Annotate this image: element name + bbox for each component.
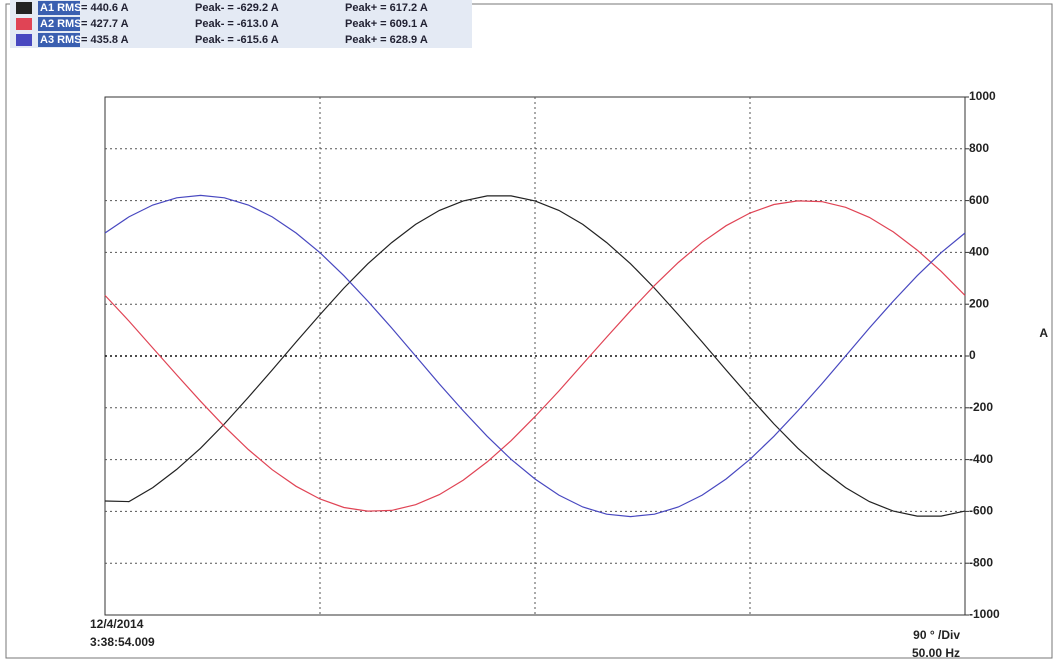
legend-name: A3 RMS xyxy=(40,34,82,46)
legend-rms: = 435.8 A xyxy=(81,34,129,46)
y-tick-label: 1000 xyxy=(969,89,996,103)
legend-swatch xyxy=(16,2,32,14)
series-line xyxy=(104,195,966,517)
y-tick-label: 200 xyxy=(969,296,989,310)
legend-rms: = 440.6 A xyxy=(81,2,129,14)
legend-swatch xyxy=(16,34,32,46)
legend-peak-min: Peak- = -615.6 A xyxy=(195,34,279,46)
legend-rms: = 427.7 A xyxy=(81,18,129,30)
legend-peak-min: Peak- = -629.2 A xyxy=(195,2,279,14)
legend-peak-max: Peak+ = 609.1 A xyxy=(345,18,428,30)
legend-swatch xyxy=(16,18,32,30)
legend-name: A2 RMS xyxy=(40,18,82,30)
scale: 90 ° /Div xyxy=(913,628,960,642)
y-tick-label: 600 xyxy=(969,193,989,207)
time: 3:38:54.009 xyxy=(90,635,155,649)
series-line xyxy=(104,200,966,512)
date: 12/4/2014 xyxy=(90,617,144,631)
y-tick-label: 0 xyxy=(969,348,976,362)
legend-peak-max: Peak+ = 628.9 A xyxy=(345,34,428,46)
y-axis-label: A xyxy=(1039,326,1048,340)
y-tick-label: -1000 xyxy=(969,607,1000,621)
y-tick-label: 400 xyxy=(969,245,989,259)
legend-peak-max: Peak+ = 617.2 A xyxy=(345,2,428,14)
legend-name-bg xyxy=(38,1,80,15)
y-tick-label: 800 xyxy=(969,141,989,155)
frame xyxy=(5,3,1053,659)
legend-panel xyxy=(10,0,472,48)
y-tick-label: -800 xyxy=(969,555,993,569)
y-tick-label: -600 xyxy=(969,504,993,518)
legend-peak-min: Peak- = -613.0 A xyxy=(195,18,279,30)
series-line xyxy=(104,194,966,518)
legend-name-bg xyxy=(38,33,80,47)
legend-name-bg xyxy=(38,17,80,31)
legend-name: A1 RMS xyxy=(40,2,82,14)
frequency: 50.00 Hz xyxy=(912,646,960,660)
y-tick-label: -200 xyxy=(969,400,993,414)
y-tick-label: -400 xyxy=(969,452,993,466)
